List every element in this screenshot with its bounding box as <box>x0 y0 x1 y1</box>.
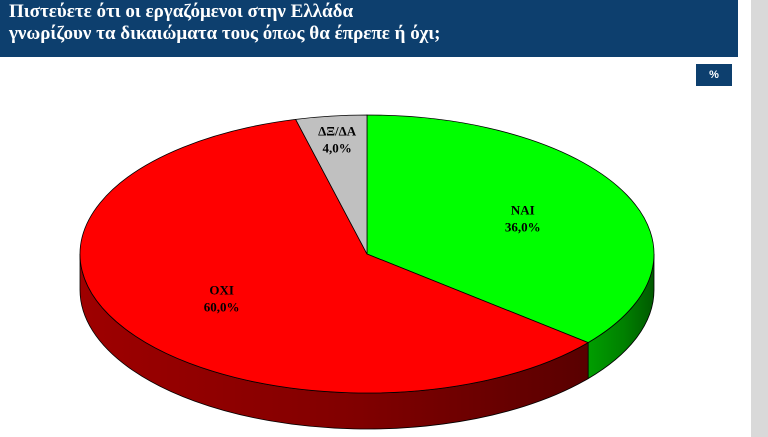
chart-title-banner: Πιστεύετε ότι οι εργαζόμενοι στην Ελλάδα… <box>0 0 738 57</box>
pie-slice-ναι <box>366 114 655 344</box>
chart-title-line-2: γνωρίζουν τα δικαιώματα τους όπως θα έπρ… <box>9 23 441 44</box>
slice-value-οχι: 60,0% <box>204 300 240 315</box>
slice-label-οχι: ΟΧΙ <box>209 283 234 298</box>
slice-label-δξ-δα: ΔΞ/ΔΑ <box>318 124 357 139</box>
slice-value-δξ-δα: 4,0% <box>323 141 352 156</box>
pie-slice-δξ-δα <box>295 114 368 255</box>
unit-badge: % <box>696 64 732 86</box>
window-edge-strip <box>751 0 768 437</box>
pie-slice-οχι <box>79 118 590 394</box>
slice-label-ναι: ΝΑΙ <box>511 202 535 217</box>
slice-value-ναι: 36,0% <box>505 219 541 234</box>
chart-title-line-1: Πιστεύετε ότι οι εργαζόμενοι στην Ελλάδα <box>9 1 354 22</box>
